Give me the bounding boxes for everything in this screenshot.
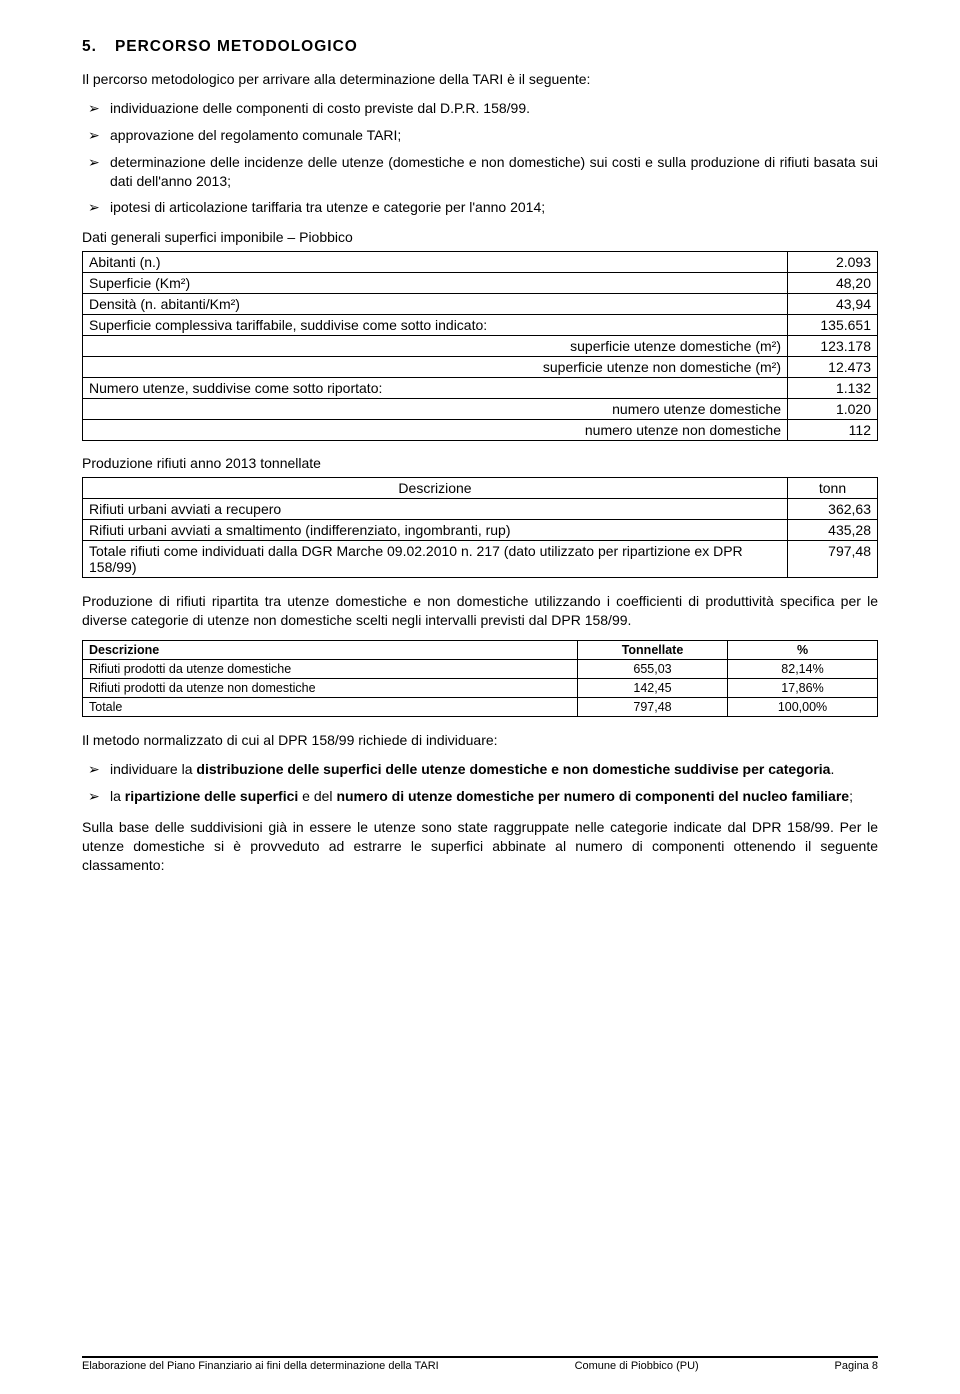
bold-text: distribuzione delle superfici delle uten… xyxy=(196,761,830,777)
footer-mid: Comune di Piobbico (PU) xyxy=(575,1360,699,1372)
text: la xyxy=(110,788,125,804)
table-waste-split: Descrizione Tonnellate % Rifiuti prodott… xyxy=(82,640,878,717)
table-row: Rifiuti urbani avviati a recupero362,63 xyxy=(83,499,878,520)
cell: 82,14% xyxy=(728,660,878,679)
cell-value: 48,20 xyxy=(788,273,878,294)
cell: 655,03 xyxy=(578,660,728,679)
text: individuare la xyxy=(110,761,196,777)
paragraph-method: Il metodo normalizzato di cui al DPR 158… xyxy=(82,731,878,750)
cell-value: 135.651 xyxy=(788,315,878,336)
cell-label: superficie utenze domestiche (m²) xyxy=(83,336,788,357)
col-header: Tonnellate xyxy=(578,641,728,660)
col-header: Descrizione xyxy=(83,641,578,660)
list-item: individuare la distribuzione delle super… xyxy=(110,760,878,779)
cell-value: 1.132 xyxy=(788,378,878,399)
table-row: Abitanti (n.)2.093 xyxy=(83,252,878,273)
cell-label: Superficie (Km²) xyxy=(83,273,788,294)
table-row: superficie utenze non domestiche (m²)12.… xyxy=(83,357,878,378)
table-row: superficie utenze domestiche (m²)123.178 xyxy=(83,336,878,357)
list-item: individuazione delle componenti di costo… xyxy=(110,99,878,118)
cell-label: Superficie complessiva tariffabile, sudd… xyxy=(83,315,788,336)
bullet-list-2: individuare la distribuzione delle super… xyxy=(82,760,878,806)
table-row: Numero utenze, suddivise come sotto ripo… xyxy=(83,378,878,399)
table-header-row: Descrizione Tonnellate % xyxy=(83,641,878,660)
section-heading: 5. PERCORSO METODOLOGICO xyxy=(82,38,878,56)
paragraph-classamento: Sulla base delle suddivisioni già in ess… xyxy=(82,818,878,875)
bold-text: numero di utenze domestiche per numero d… xyxy=(336,788,849,804)
table-general-data: Abitanti (n.)2.093 Superficie (Km²)48,20… xyxy=(82,251,878,441)
section-number: 5. xyxy=(82,38,97,56)
cell-value: 2.093 xyxy=(788,252,878,273)
text: e del xyxy=(298,788,336,804)
cell-label: Densità (n. abitanti/Km²) xyxy=(83,294,788,315)
table-row: numero utenze domestiche1.020 xyxy=(83,399,878,420)
cell-label: Numero utenze, suddivise come sotto ripo… xyxy=(83,378,788,399)
cell-value: 43,94 xyxy=(788,294,878,315)
table-row: Totale797,48100,00% xyxy=(83,698,878,717)
intro-paragraph: Il percorso metodologico per arrivare al… xyxy=(82,70,878,89)
paragraph-split: Produzione di rifiuti ripartita tra uten… xyxy=(82,592,878,630)
bullet-list-1: individuazione delle componenti di costo… xyxy=(82,99,878,217)
cell: 142,45 xyxy=(578,679,728,698)
cell: Rifiuti prodotti da utenze domestiche xyxy=(83,660,578,679)
cell-value: 435,28 xyxy=(788,520,878,541)
table-header-row: Descrizionetonn xyxy=(83,478,878,499)
table-row: numero utenze non domestiche112 xyxy=(83,420,878,441)
cell-label: numero utenze domestiche xyxy=(83,399,788,420)
table-row: Superficie complessiva tariffabile, sudd… xyxy=(83,315,878,336)
table2-title: Produzione rifiuti anno 2013 tonnellate xyxy=(82,455,878,471)
cell-label: Abitanti (n.) xyxy=(83,252,788,273)
cell-value: 112 xyxy=(788,420,878,441)
text: . xyxy=(830,761,834,777)
list-item: approvazione del regolamento comunale TA… xyxy=(110,126,878,145)
table-row: Totale rifiuti come individuati dalla DG… xyxy=(83,541,878,578)
cell-label: Rifiuti urbani avviati a recupero xyxy=(83,499,788,520)
footer-left: Elaborazione del Piano Finanziario ai fi… xyxy=(82,1360,439,1372)
section-title: PERCORSO METODOLOGICO xyxy=(115,38,358,55)
cell-label: Rifiuti urbani avviati a smaltimento (in… xyxy=(83,520,788,541)
cell-value: 12.473 xyxy=(788,357,878,378)
cell: Totale xyxy=(83,698,578,717)
cell-label: superficie utenze non domestiche (m²) xyxy=(83,357,788,378)
col-header: % xyxy=(728,641,878,660)
table-row: Densità (n. abitanti/Km²)43,94 xyxy=(83,294,878,315)
table-row: Rifiuti prodotti da utenze domestiche655… xyxy=(83,660,878,679)
bold-text: ripartizione delle superfici xyxy=(125,788,299,804)
col-header: tonn xyxy=(788,478,878,499)
table-row: Superficie (Km²)48,20 xyxy=(83,273,878,294)
cell: Rifiuti prodotti da utenze non domestich… xyxy=(83,679,578,698)
list-item: ipotesi di articolazione tariffaria tra … xyxy=(110,198,878,217)
page-footer: Elaborazione del Piano Finanziario ai fi… xyxy=(82,1356,878,1372)
table1-title: Dati generali superfici imponibile – Pio… xyxy=(82,229,878,245)
list-item: determinazione delle incidenze delle ute… xyxy=(110,153,878,191)
cell-value: 797,48 xyxy=(788,541,878,578)
table-row: Rifiuti prodotti da utenze non domestich… xyxy=(83,679,878,698)
footer-right: Pagina 8 xyxy=(835,1360,878,1372)
cell: 100,00% xyxy=(728,698,878,717)
cell-label: Totale rifiuti come individuati dalla DG… xyxy=(83,541,788,578)
cell-value: 123.178 xyxy=(788,336,878,357)
table-waste-production: Descrizionetonn Rifiuti urbani avviati a… xyxy=(82,477,878,578)
cell-label: numero utenze non domestiche xyxy=(83,420,788,441)
cell: 17,86% xyxy=(728,679,878,698)
cell: 797,48 xyxy=(578,698,728,717)
table-row: Rifiuti urbani avviati a smaltimento (in… xyxy=(83,520,878,541)
cell-value: 1.020 xyxy=(788,399,878,420)
cell-value: 362,63 xyxy=(788,499,878,520)
col-header: Descrizione xyxy=(83,478,788,499)
list-item: la ripartizione delle superfici e del nu… xyxy=(110,787,878,806)
text: ; xyxy=(849,788,853,804)
